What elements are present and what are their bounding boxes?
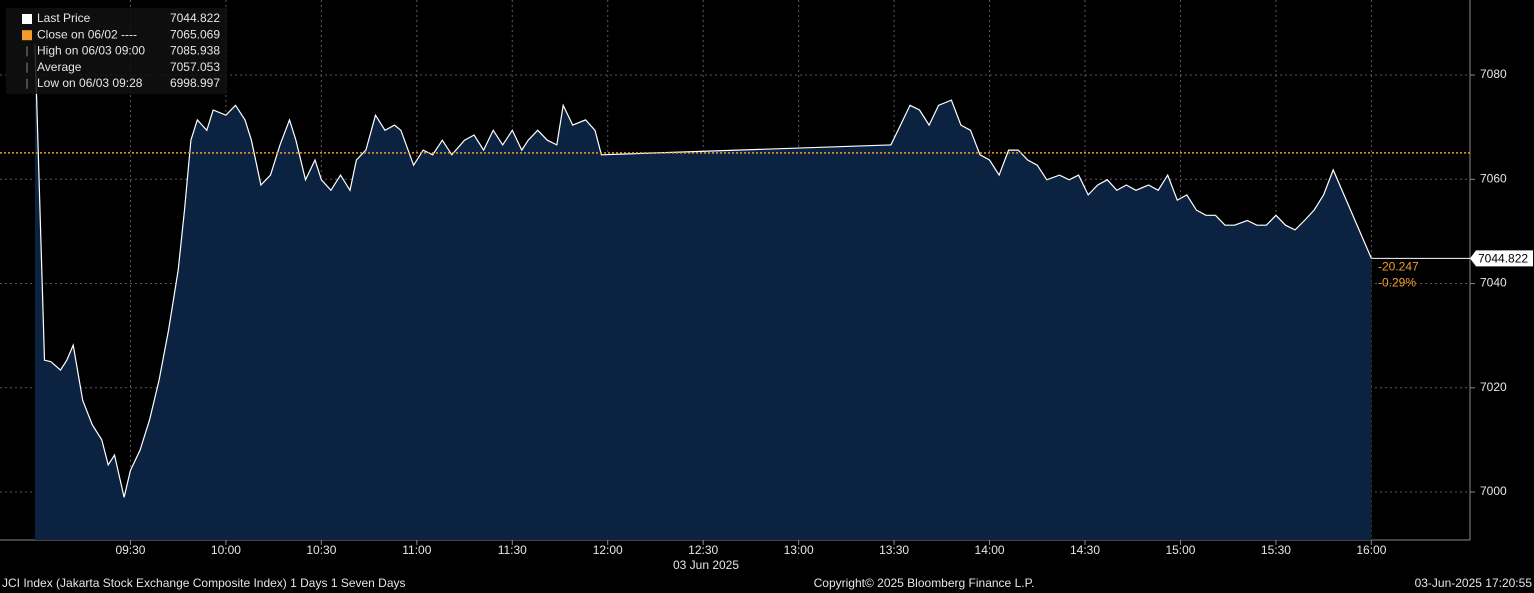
marks	[0, 44, 1470, 541]
x-tick-label: 11:30	[498, 543, 527, 557]
line	[34, 44, 1372, 498]
x-tick-label: 14:30	[1070, 543, 1100, 557]
y-tick-label: 7000	[1480, 484, 1507, 498]
y-tick-label: 7040	[1480, 276, 1507, 290]
last-price-label: 7044.822	[1478, 252, 1528, 266]
footer-right: 03-Jun-2025 17:20:55	[1415, 576, 1533, 590]
legend-value: 7057.053	[170, 60, 220, 74]
legend-value: 7065.069	[170, 27, 220, 41]
y-tick-label: 7060	[1480, 171, 1507, 185]
y-tick-label: 7020	[1480, 380, 1507, 394]
x-tick-label: 10:30	[306, 543, 336, 557]
legend-label: Low on 06/03 09:28	[37, 76, 143, 90]
change-label: -20.247	[1378, 260, 1419, 274]
x-tick-label: 12:00	[593, 543, 623, 557]
legend-swatch	[22, 30, 32, 41]
legend-swatch	[22, 14, 32, 24]
change-label: -0.29%	[1378, 276, 1416, 290]
legend-label: Average	[37, 60, 82, 74]
x-tick-label: 11:00	[402, 543, 431, 557]
x-tick-label: 13:00	[784, 543, 814, 557]
x-tick-label: 15:00	[1165, 543, 1195, 557]
x-tick-label: 09:30	[115, 543, 145, 557]
x-tick-label: 10:00	[211, 543, 241, 557]
legend-label: High on 06/03 09:00	[37, 44, 145, 58]
x-tick-label: 16:00	[1356, 543, 1386, 557]
x-tick-label: 12:30	[688, 543, 718, 557]
y-tick-label: 7080	[1480, 67, 1507, 81]
x-tick-label: 15:30	[1261, 543, 1291, 557]
legend-box	[6, 8, 227, 94]
x-tick-label: 14:00	[975, 543, 1005, 557]
legend: Last Price 7044.822 Close on 06/02 ---- 706…	[6, 8, 227, 94]
legend-label: Close on 06/02 ----	[37, 27, 137, 41]
footer-left: JCI Index (Jakarta Stock Exchange Compos…	[2, 576, 406, 590]
footer-center: Copyright© 2025 Bloomberg Finance L.P.	[814, 576, 1035, 590]
legend-label: Last Price	[37, 11, 91, 25]
legend-value: 7085.938	[170, 44, 220, 58]
legend-value: 6998.997	[170, 76, 220, 90]
last-price-box	[1470, 250, 1533, 267]
x-tick-label: 13:30	[879, 543, 909, 557]
legend-value: 7044.822	[170, 11, 220, 25]
x-date-label: 03 Jun 2025	[673, 558, 739, 572]
area	[35, 44, 1372, 541]
